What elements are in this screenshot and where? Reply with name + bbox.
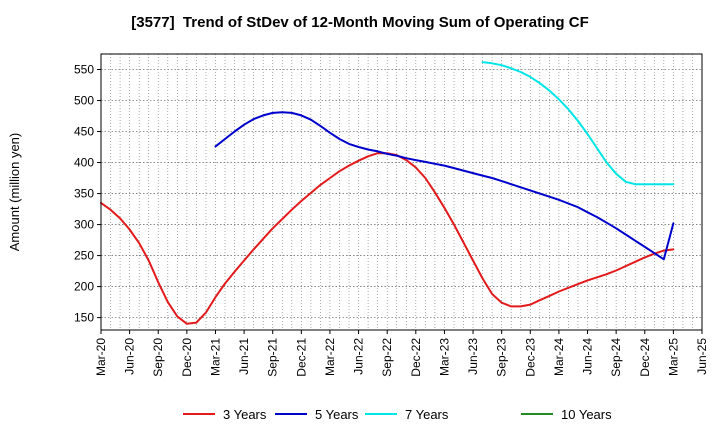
x-tick-label: Mar-23 — [437, 338, 451, 376]
x-tick-label: Mar-24 — [552, 338, 566, 376]
y-axis-label: Amount (million yen) — [7, 133, 22, 252]
grid — [101, 54, 702, 330]
y-axis-ticks: 150 200 250 300 350 400 450 500 550 — [74, 63, 101, 325]
y-tick-label: 550 — [74, 63, 94, 77]
y-tick-label: 450 — [74, 125, 94, 139]
y-tick-label: 300 — [74, 218, 94, 232]
x-tick-label: Dec-21 — [294, 338, 308, 377]
x-tick-label: Jun-24 — [581, 338, 595, 375]
x-tick-label: Sep-24 — [609, 338, 623, 377]
y-tick-label: 400 — [74, 156, 94, 170]
x-tick-label: Sep-23 — [495, 338, 509, 377]
x-tick-label: Dec-23 — [523, 338, 537, 377]
x-tick-label: Sep-20 — [151, 338, 165, 377]
plot-series — [100, 61, 675, 325]
x-tick-label: Jun-21 — [237, 338, 251, 375]
y-tick-label: 500 — [74, 94, 94, 108]
x-tick-label: Sep-22 — [380, 338, 394, 377]
x-tick-label: Jun-22 — [352, 338, 366, 375]
legend-label: 3 Years — [223, 407, 267, 422]
legend-label: 5 Years — [315, 407, 359, 422]
plot-frame — [100, 53, 703, 331]
y-tick-label: 150 — [74, 311, 94, 325]
x-tick-label: Mar-22 — [323, 338, 337, 376]
y-tick-label: 200 — [74, 280, 94, 294]
x-axis-ticks: Mar-20 Jun-20 Sep-20 Dec-20 Mar-21 Jun-21 Sep-… — [94, 330, 709, 377]
x-tick-label: Jun-23 — [466, 338, 480, 375]
legend-label: 7 Years — [405, 407, 449, 422]
x-tick-label: Dec-24 — [638, 338, 652, 377]
legend-label: 10 Years — [561, 407, 612, 422]
y-tick-label: 350 — [74, 187, 94, 201]
series-line-5-years — [214, 111, 675, 261]
chart-title: [3577] Trend of StDev of 12-Month Moving… — [131, 14, 589, 31]
x-tick-label: Mar-25 — [666, 338, 680, 376]
x-tick-label: Dec-22 — [409, 338, 423, 377]
x-tick-label: Sep-21 — [266, 338, 280, 377]
x-tick-label: Mar-20 — [94, 338, 108, 376]
series-line-7-years — [481, 61, 675, 186]
x-tick-label: Dec-20 — [180, 338, 194, 377]
x-tick-label: Mar-21 — [208, 338, 222, 376]
y-tick-label: 250 — [74, 249, 94, 263]
x-tick-label: Jun-25 — [695, 338, 709, 375]
legend: 3 Years 5 Years 7 Years 10 Years — [183, 407, 612, 422]
series-line-3-years — [100, 152, 675, 325]
x-tick-label: Jun-20 — [123, 338, 137, 375]
